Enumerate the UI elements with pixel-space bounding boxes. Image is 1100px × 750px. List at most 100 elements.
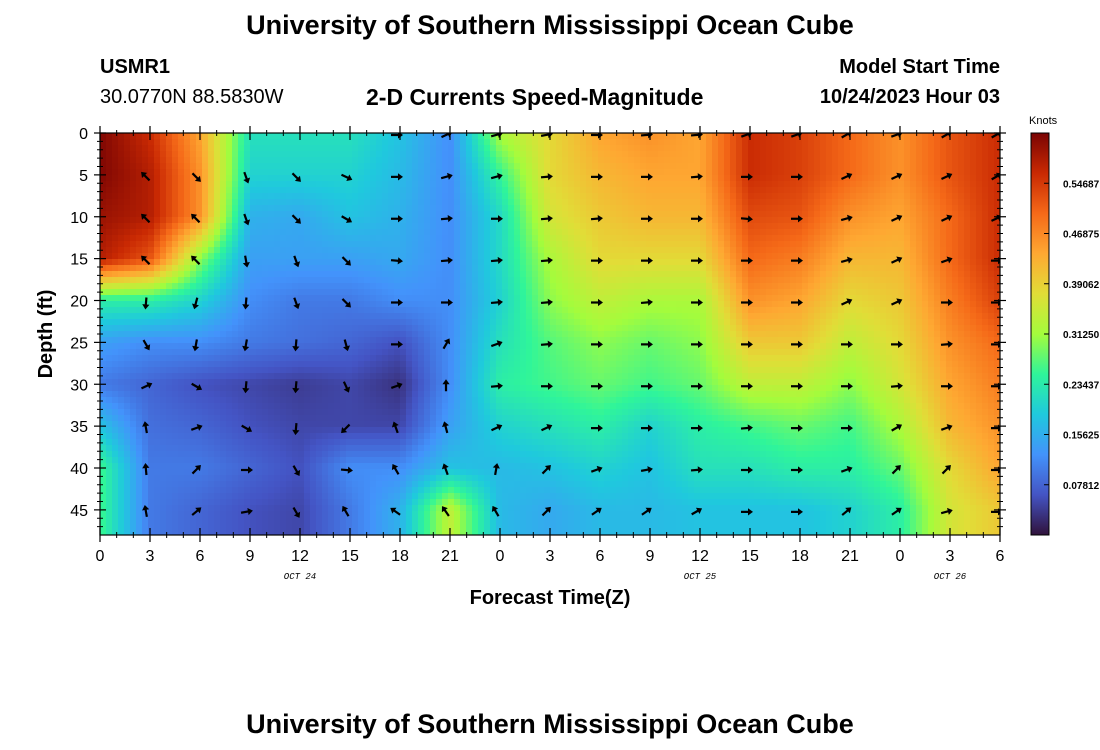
heatmap-cell — [538, 475, 545, 482]
heatmap-cell — [424, 325, 431, 332]
heatmap-cell — [292, 151, 299, 158]
heatmap-cell — [208, 379, 215, 386]
heatmap-cell — [340, 325, 347, 332]
heatmap-cell — [394, 139, 401, 146]
heatmap-cell — [352, 199, 359, 206]
heatmap-cell — [538, 169, 545, 176]
heatmap-cell — [346, 181, 353, 188]
heatmap-cell — [514, 241, 521, 248]
heatmap-cell — [310, 139, 317, 146]
heatmap-cell — [244, 241, 251, 248]
heatmap-cell — [130, 133, 137, 140]
heatmap-cell — [526, 271, 533, 278]
heatmap-cell — [442, 391, 449, 398]
heatmap-cell — [370, 505, 377, 512]
heatmap-cell — [532, 151, 539, 158]
heatmap-cell — [196, 391, 203, 398]
heatmap-cell — [256, 349, 263, 356]
heatmap-cell — [436, 481, 443, 488]
heatmap-cell — [424, 499, 431, 506]
heatmap-cell — [244, 361, 251, 368]
heatmap-cell — [118, 349, 125, 356]
heatmap-cell — [478, 145, 485, 152]
heatmap-cell — [250, 235, 257, 242]
heatmap-cell — [220, 499, 227, 506]
heatmap-cell — [538, 325, 545, 332]
heatmap-cell — [274, 145, 281, 152]
heatmap-cell — [454, 133, 461, 140]
heatmap-cell — [304, 331, 311, 338]
heatmap-cell — [388, 271, 395, 278]
heatmap-cell — [376, 139, 383, 146]
heatmap-cell — [262, 199, 269, 206]
heatmap-cell — [166, 433, 173, 440]
heatmap-cell — [388, 205, 395, 212]
heatmap-cell — [100, 133, 107, 140]
heatmap-cell — [262, 457, 269, 464]
heatmap-cell — [196, 511, 203, 518]
heatmap-cell — [274, 529, 281, 535]
heatmap-cell — [142, 331, 149, 338]
heatmap-cell — [136, 313, 143, 320]
heatmap-cell — [514, 499, 521, 506]
heatmap-cell — [202, 493, 209, 500]
heatmap-cell — [100, 373, 107, 380]
heatmap-cell — [238, 295, 245, 302]
heatmap-cell — [304, 529, 311, 535]
heatmap-cell — [538, 439, 545, 446]
heatmap-cell — [316, 211, 323, 218]
heatmap-cell — [388, 463, 395, 470]
heatmap-cell — [412, 349, 419, 356]
heatmap-cell — [316, 355, 323, 362]
heatmap-cell — [352, 217, 359, 224]
heatmap-cell — [274, 319, 281, 326]
heatmap-cell — [514, 529, 521, 535]
heatmap-cell — [442, 205, 449, 212]
heatmap-cell — [382, 505, 389, 512]
heatmap-cell — [520, 499, 527, 506]
heatmap-cell — [100, 379, 107, 386]
heatmap-cell — [340, 265, 347, 272]
heatmap-cell — [160, 181, 167, 188]
heatmap-cell — [220, 463, 227, 470]
heatmap-cell — [502, 289, 509, 296]
heatmap-cell — [232, 241, 239, 248]
heatmap-cell — [340, 313, 347, 320]
heatmap-cell — [184, 511, 191, 518]
heatmap-cell — [190, 259, 197, 266]
heatmap-cell — [280, 397, 287, 404]
heatmap-cell — [544, 253, 551, 260]
heatmap-cell — [484, 325, 491, 332]
heatmap-cell — [220, 313, 227, 320]
heatmap-cell — [112, 499, 119, 506]
heatmap-cell — [214, 427, 221, 434]
heatmap-cell — [436, 271, 443, 278]
heatmap-cell — [364, 289, 371, 296]
heatmap-cell — [484, 355, 491, 362]
heatmap-cell — [262, 151, 269, 158]
heatmap-cell — [490, 139, 497, 146]
heatmap-cell — [430, 439, 437, 446]
heatmap-cell — [532, 367, 539, 374]
heatmap-cell — [196, 373, 203, 380]
heatmap-cell — [346, 139, 353, 146]
heatmap-cell — [250, 391, 257, 398]
heatmap-cell — [346, 289, 353, 296]
heatmap-cell — [154, 463, 161, 470]
heatmap-cell — [382, 361, 389, 368]
heatmap-cell — [466, 385, 473, 392]
heatmap-cell — [538, 445, 545, 452]
heatmap-cell — [400, 337, 407, 344]
heatmap-cell — [268, 289, 275, 296]
heatmap-cell — [190, 307, 197, 314]
heatmap-cell — [328, 337, 335, 344]
heatmap-cell — [136, 403, 143, 410]
heatmap-cell — [112, 313, 119, 320]
heatmap-cell — [412, 259, 419, 266]
heatmap-cell — [424, 187, 431, 194]
heatmap-cell — [454, 193, 461, 200]
heatmap-cell — [532, 235, 539, 242]
heatmap-cell — [388, 193, 395, 200]
heatmap-cell — [502, 529, 509, 535]
heatmap-cell — [142, 367, 149, 374]
